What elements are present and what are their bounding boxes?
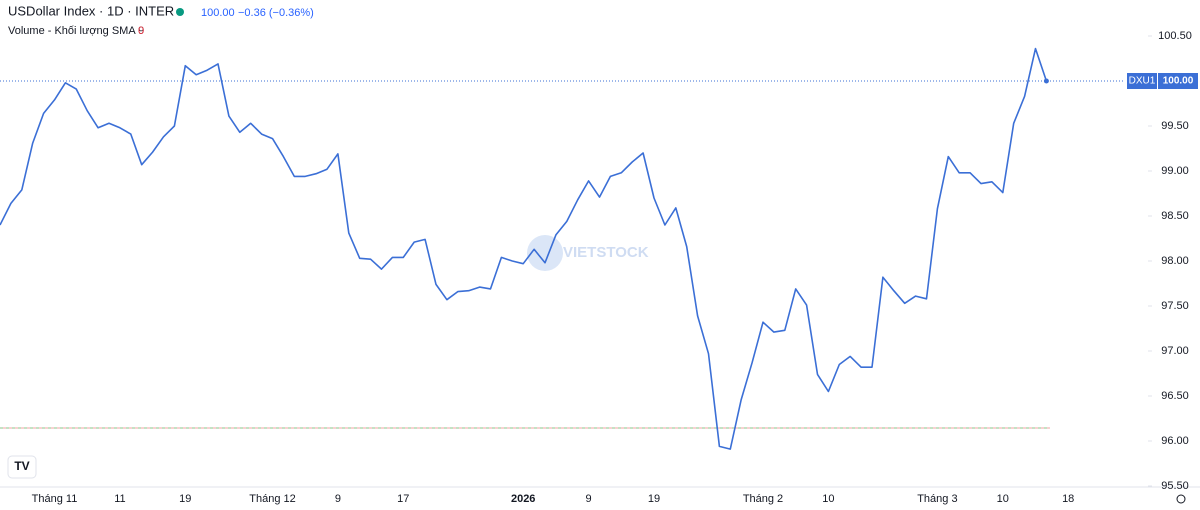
y-tick-label: 95.50 xyxy=(1161,480,1189,492)
y-tick-label: 96.50 xyxy=(1161,390,1189,402)
x-tick-label: Tháng 11 xyxy=(32,493,78,505)
price: 100.00 xyxy=(201,7,235,19)
x-tick-label: 19 xyxy=(179,493,191,505)
last-point xyxy=(1043,78,1049,84)
change: −0.36 (−0.36%) xyxy=(238,7,314,19)
volume-value: 0 xyxy=(138,25,144,37)
x-tick-label: 9 xyxy=(335,493,341,505)
watermark: VIETSTOCK xyxy=(563,244,649,261)
watermark-logo xyxy=(527,235,563,271)
x-tick-label: 10 xyxy=(822,493,834,505)
settings-icon[interactable] xyxy=(1176,494,1186,504)
x-tick-label: Tháng 3 xyxy=(917,493,957,505)
status-dot xyxy=(176,8,184,16)
y-tick-label: 98.00 xyxy=(1161,255,1189,267)
x-tick-label: Tháng 2 xyxy=(743,493,783,505)
y-tick-label: 98.50 xyxy=(1161,210,1189,222)
price-tag-value: 100.00 xyxy=(1163,76,1194,87)
x-tick-label: 9 xyxy=(586,493,592,505)
y-tick-label: 97.50 xyxy=(1161,300,1189,312)
y-tick-label: 97.00 xyxy=(1161,345,1189,357)
price-tag-bg xyxy=(1158,73,1198,89)
y-tick-label: 100.50 xyxy=(1158,30,1192,42)
y-tick-label: 96.00 xyxy=(1161,435,1189,447)
chart-title: USDollar Index · 1D · INTER xyxy=(8,3,174,18)
x-tick-label: Tháng 12 xyxy=(249,493,295,505)
y-tick-label: 99.50 xyxy=(1161,120,1189,132)
x-tick-label: 17 xyxy=(397,493,409,505)
logo-text: TV xyxy=(14,459,29,473)
x-tick-label: 11 xyxy=(114,493,125,505)
price-tag-name-bg xyxy=(1127,73,1157,89)
y-tick-label: 99.00 xyxy=(1161,165,1189,177)
x-tick-label: 18 xyxy=(1062,493,1074,505)
x-tick-label: 19 xyxy=(648,493,660,505)
logo[interactable] xyxy=(7,455,37,479)
x-tick-label: 10 xyxy=(997,493,1009,505)
price-tag-name: DXU1 xyxy=(1129,76,1156,87)
x-tick-label: 2026 xyxy=(511,493,535,505)
price-line xyxy=(0,47,1048,450)
volume-label: Volume - Khối lượng SMA 9 xyxy=(8,25,144,37)
